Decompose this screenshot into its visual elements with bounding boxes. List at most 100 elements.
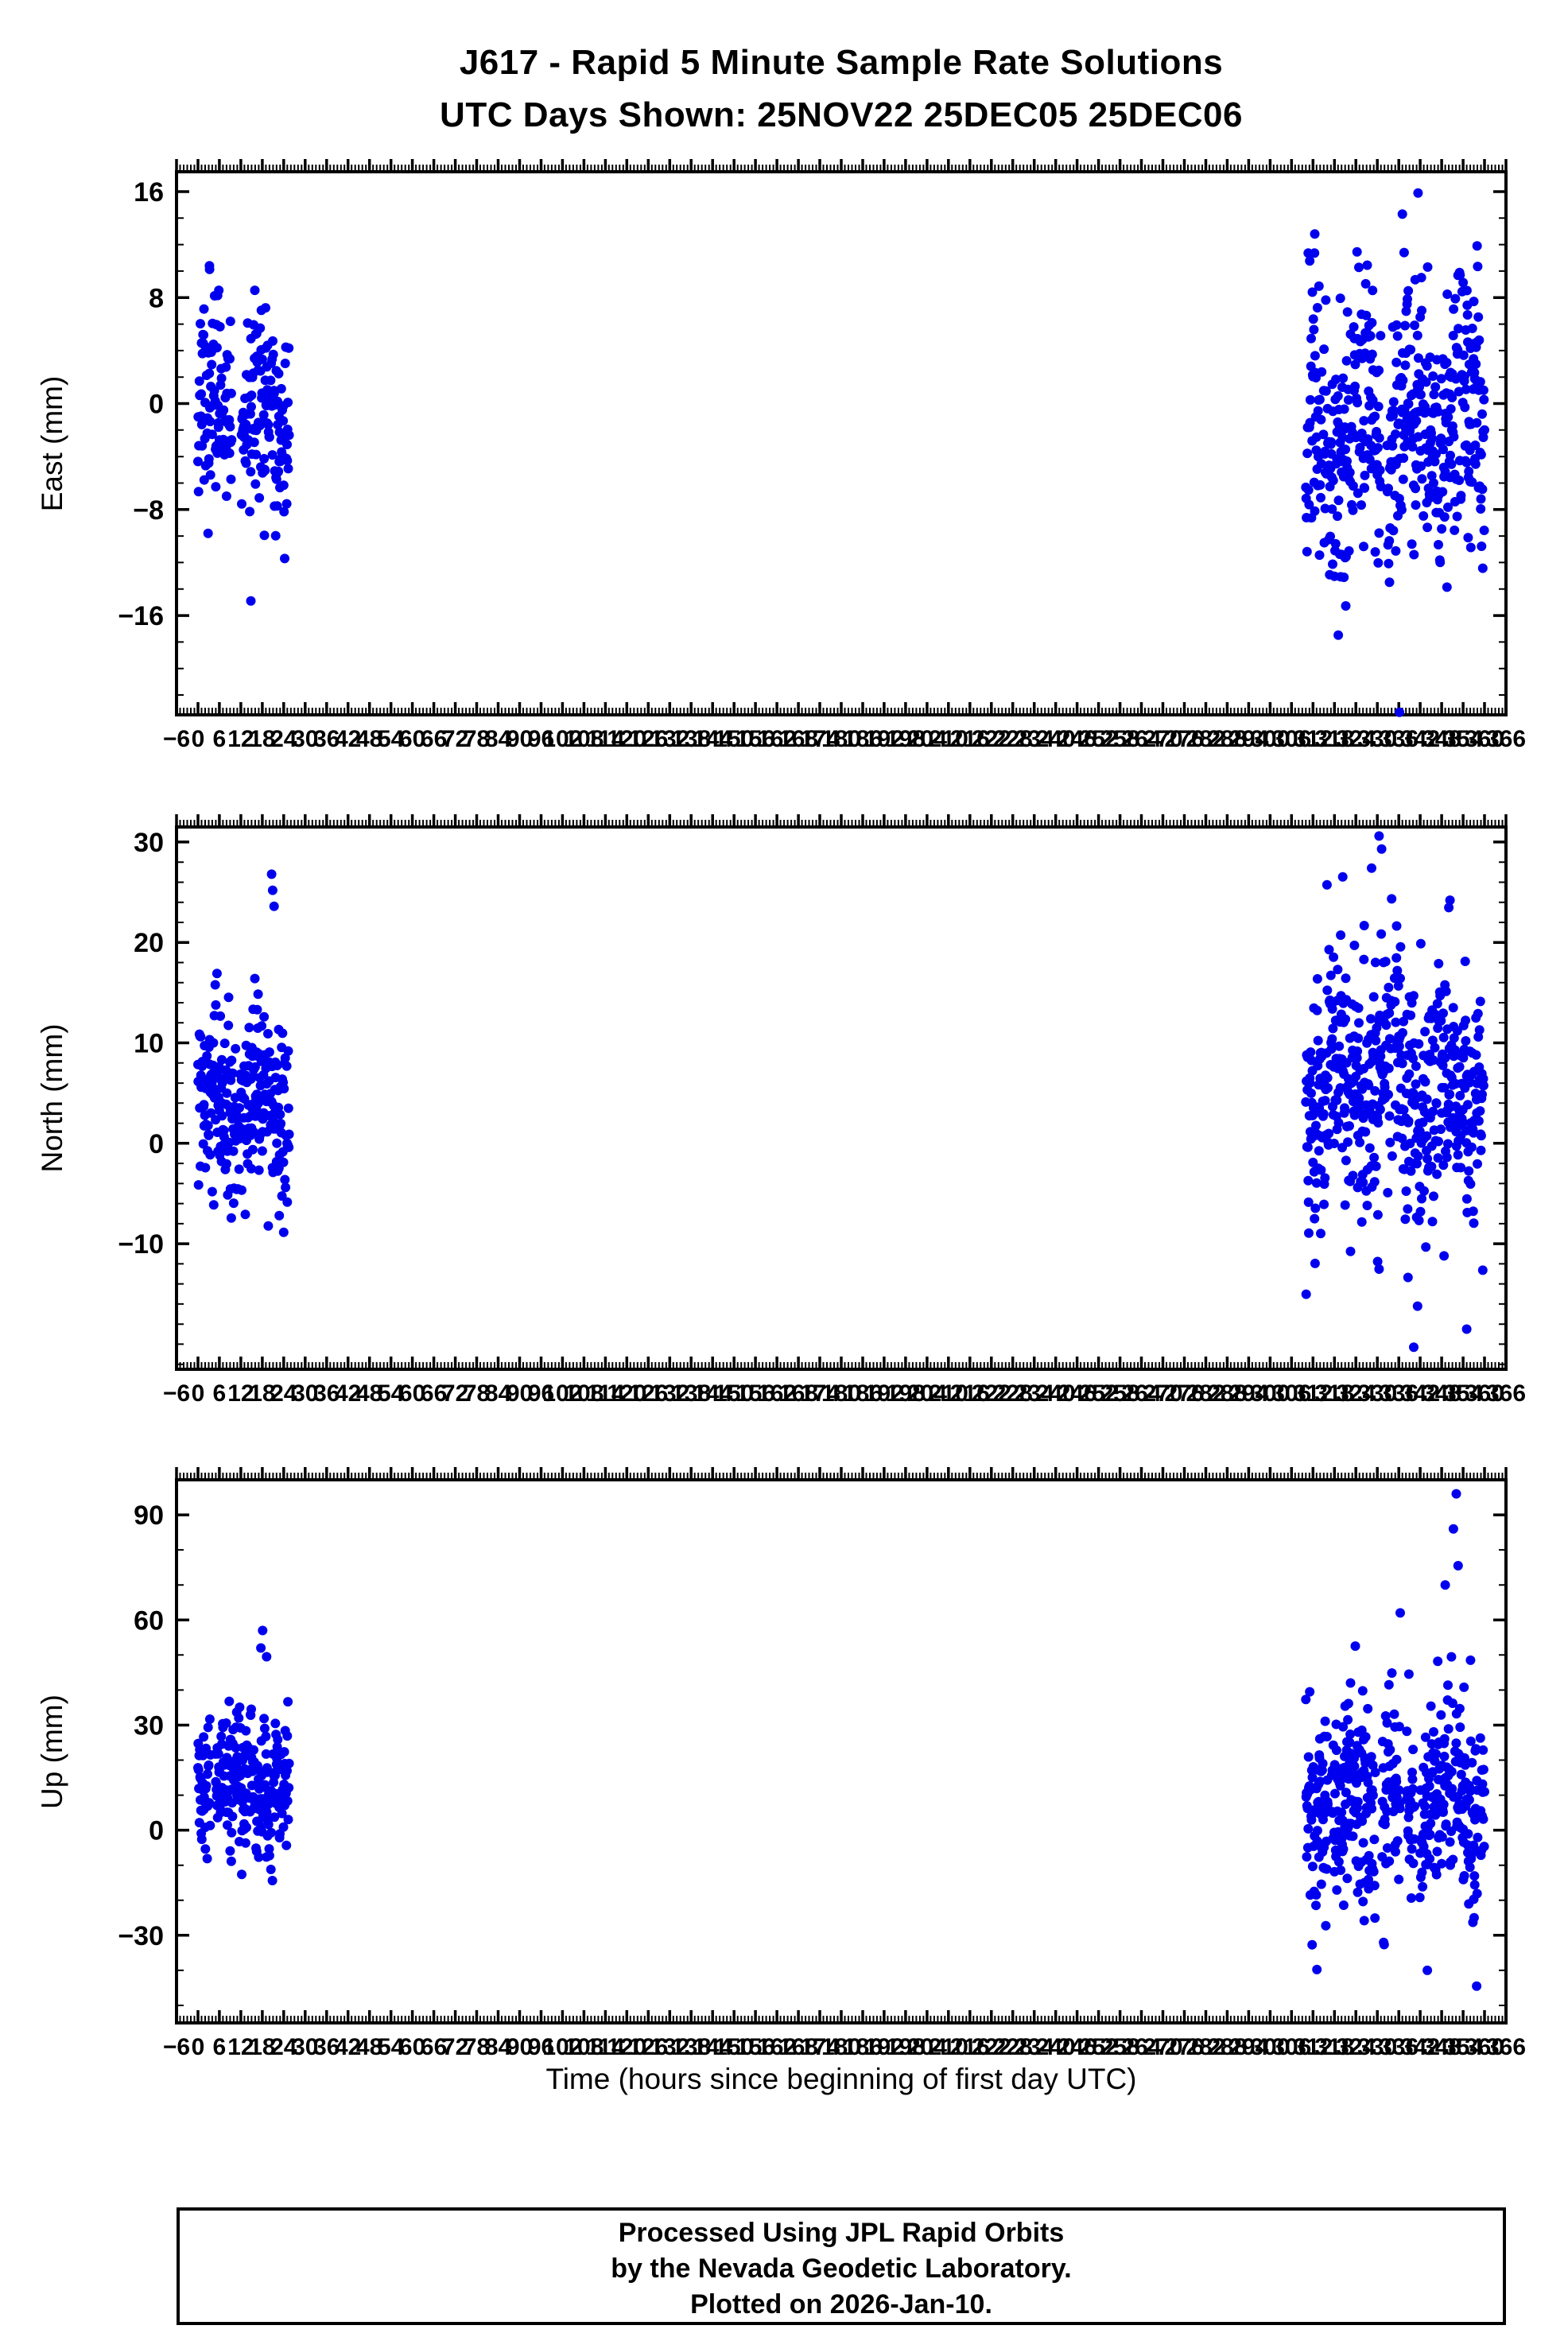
svg-text:216: 216 — [950, 2034, 990, 2060]
svg-text:90: 90 — [506, 2034, 533, 2060]
svg-text:192: 192 — [864, 2034, 904, 2060]
svg-text:216: 216 — [950, 726, 990, 752]
svg-text:120: 120 — [607, 2034, 646, 2060]
svg-text:228: 228 — [993, 1380, 1033, 1407]
svg-text:366: 366 — [1486, 1380, 1526, 1407]
svg-text:354: 354 — [1443, 726, 1483, 752]
svg-text:276: 276 — [1164, 1380, 1204, 1407]
svg-text:240: 240 — [1036, 2034, 1076, 2060]
svg-text:282: 282 — [1186, 726, 1225, 752]
x-axis-title: Time (hours since beginning of first day… — [545, 2063, 1137, 2095]
svg-text:54: 54 — [378, 726, 405, 752]
svg-text:342: 342 — [1400, 2034, 1440, 2060]
svg-text:174: 174 — [800, 2034, 840, 2060]
scatter-points-up — [193, 1489, 1489, 1991]
svg-text:180: 180 — [821, 726, 861, 752]
svg-text:138: 138 — [671, 1380, 711, 1407]
svg-text:222: 222 — [972, 1380, 1011, 1407]
svg-text:20: 20 — [134, 928, 164, 958]
major-ticks — [175, 159, 1508, 715]
svg-text:12: 12 — [227, 1380, 254, 1407]
svg-text:342: 342 — [1400, 1380, 1440, 1407]
svg-text:288: 288 — [1207, 1380, 1247, 1407]
svg-text:16: 16 — [134, 177, 164, 208]
svg-text:−6: −6 — [163, 726, 190, 752]
svg-text:324: 324 — [1336, 2034, 1376, 2060]
svg-text:186: 186 — [843, 726, 883, 752]
svg-text:−10: −10 — [118, 1229, 164, 1260]
svg-text:330: 330 — [1357, 1380, 1397, 1407]
svg-text:−30: −30 — [118, 1921, 164, 1951]
svg-text:306: 306 — [1271, 2034, 1311, 2060]
svg-text:102: 102 — [542, 726, 582, 752]
svg-text:366: 366 — [1486, 2034, 1526, 2060]
svg-text:30: 30 — [134, 1711, 164, 1741]
svg-text:354: 354 — [1443, 2034, 1483, 2060]
svg-text:342: 342 — [1400, 726, 1440, 752]
svg-text:150: 150 — [714, 726, 754, 752]
svg-text:204: 204 — [907, 1380, 947, 1407]
svg-text:36: 36 — [313, 726, 340, 752]
svg-text:126: 126 — [628, 726, 668, 752]
plot-title: J617 - Rapid 5 Minute Sample Rate Soluti… — [459, 43, 1224, 82]
svg-text:132: 132 — [650, 1380, 689, 1407]
svg-text:72: 72 — [442, 726, 468, 752]
y-axis-label-east: East (mm) — [36, 376, 68, 512]
svg-text:54: 54 — [378, 1380, 405, 1407]
svg-text:264: 264 — [1121, 1380, 1161, 1407]
svg-text:198: 198 — [886, 2034, 926, 2060]
svg-text:270: 270 — [1143, 2034, 1182, 2060]
svg-text:0: 0 — [192, 726, 205, 752]
svg-text:48: 48 — [356, 2034, 382, 2060]
svg-text:174: 174 — [800, 1380, 840, 1407]
svg-text:10: 10 — [134, 1029, 164, 1059]
svg-text:108: 108 — [564, 2034, 604, 2060]
svg-text:48: 48 — [356, 726, 382, 752]
svg-text:90: 90 — [506, 1380, 533, 1407]
svg-text:42: 42 — [335, 726, 361, 752]
svg-text:318: 318 — [1314, 726, 1354, 752]
svg-text:324: 324 — [1336, 1380, 1376, 1407]
svg-text:90: 90 — [134, 1500, 164, 1531]
svg-text:270: 270 — [1143, 726, 1182, 752]
svg-text:282: 282 — [1186, 2034, 1225, 2060]
svg-text:132: 132 — [650, 726, 689, 752]
svg-text:−6: −6 — [163, 1380, 190, 1407]
svg-text:−8: −8 — [133, 495, 164, 526]
svg-text:24: 24 — [270, 726, 297, 752]
svg-text:114: 114 — [586, 1380, 625, 1407]
svg-text:348: 348 — [1422, 1380, 1461, 1407]
svg-text:192: 192 — [864, 1380, 904, 1407]
svg-text:156: 156 — [735, 1380, 775, 1407]
svg-text:30: 30 — [292, 726, 318, 752]
svg-text:0: 0 — [149, 1816, 164, 1846]
subplot-up: −6 0 6 121824303642485460667278849096102108… — [36, 1467, 1526, 2060]
svg-text:240: 240 — [1036, 726, 1076, 752]
svg-text:348: 348 — [1422, 726, 1461, 752]
svg-text:330: 330 — [1357, 2034, 1397, 2060]
svg-text:162: 162 — [757, 1380, 797, 1407]
svg-text:120: 120 — [607, 726, 646, 752]
svg-text:180: 180 — [821, 2034, 861, 2060]
svg-text:288: 288 — [1207, 726, 1247, 752]
minor-ticks — [177, 1473, 1506, 2023]
svg-text:30: 30 — [134, 828, 164, 858]
svg-text:150: 150 — [714, 1380, 754, 1407]
footer-line-3: Plotted on 2026-Jan-10. — [690, 2289, 992, 2320]
svg-text:6: 6 — [213, 726, 227, 752]
svg-text:78: 78 — [464, 1380, 490, 1407]
svg-text:90: 90 — [506, 726, 533, 752]
y-tick-labels: −16 −8 0 8 16 — [118, 177, 164, 631]
svg-text:108: 108 — [564, 1380, 604, 1407]
svg-text:78: 78 — [464, 726, 490, 752]
y-tick-labels: −30 0 30 60 90 — [118, 1500, 164, 1951]
svg-text:258: 258 — [1100, 1380, 1140, 1407]
svg-text:138: 138 — [671, 726, 711, 752]
svg-text:348: 348 — [1422, 2034, 1461, 2060]
svg-text:54: 54 — [378, 2034, 405, 2060]
svg-text:222: 222 — [972, 2034, 1011, 2060]
svg-text:18: 18 — [249, 1380, 275, 1407]
svg-text:198: 198 — [886, 726, 926, 752]
major-ticks — [175, 814, 1508, 1369]
svg-text:162: 162 — [757, 2034, 797, 2060]
